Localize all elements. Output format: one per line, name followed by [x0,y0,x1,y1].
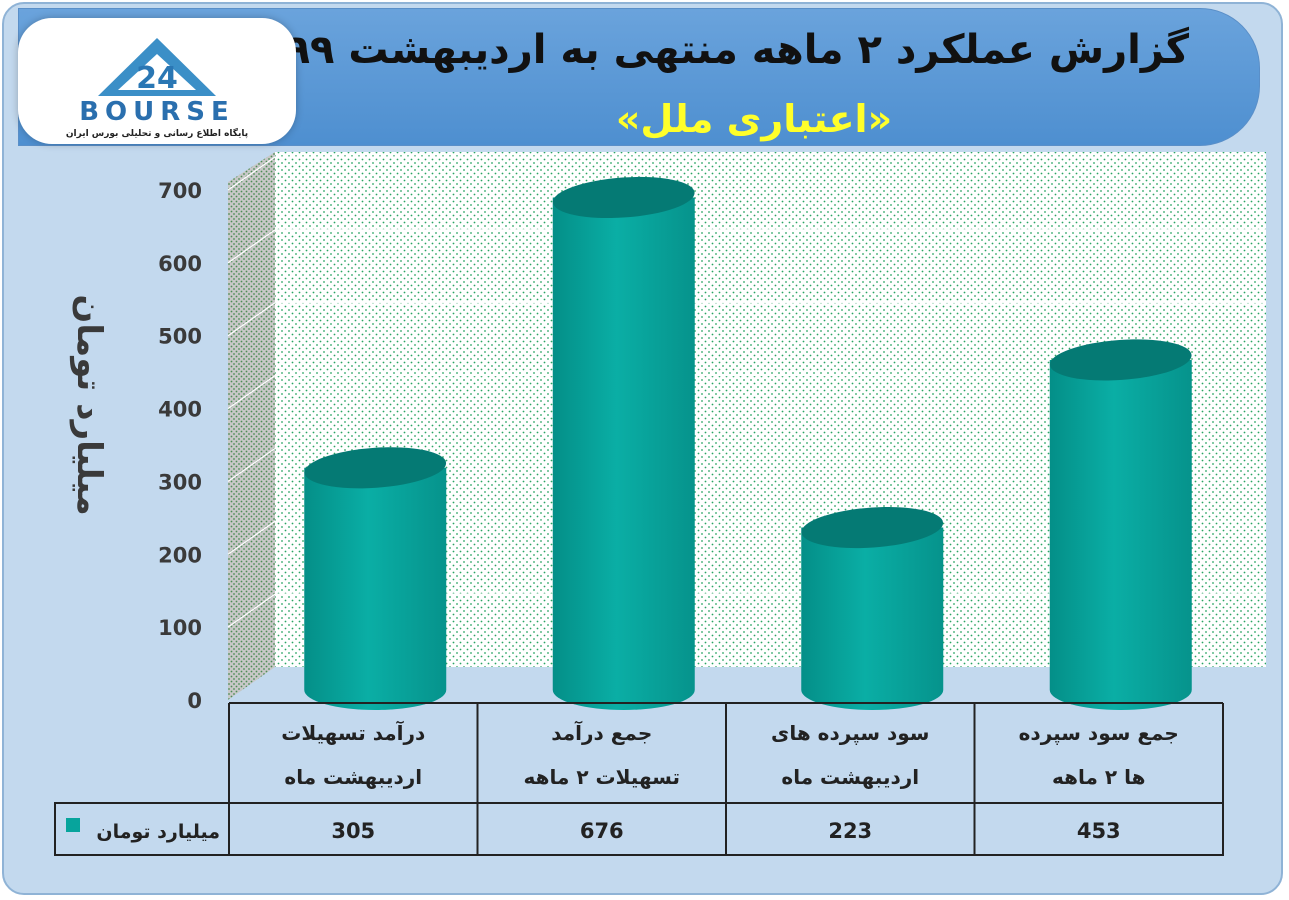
category-label: تسهیلات ۲ ماهه [523,765,680,789]
y-tick-label: 100 [158,616,202,640]
y-tick-label: 400 [158,398,202,422]
y-tick-label: 300 [158,470,202,494]
grid-line-side [227,156,276,191]
bar [552,176,695,710]
value-label: 453 [1077,819,1121,843]
category-label: سود سپرده های [771,721,929,746]
bar-body [1049,359,1192,710]
bars [304,176,1192,710]
y-tick-label: 700 [158,179,202,203]
value-label: 223 [828,819,872,843]
bar-top [552,176,695,219]
bar-top [801,506,944,549]
category-label: اردیبهشت ماه [284,765,422,789]
bar-body [552,197,695,710]
category-label: درآمد تسهیلات [281,720,425,745]
chart-title: گزارش عملکرد ۲ ماهه منتهی به اردیبهشت ۹۹ [285,27,1189,73]
legend-swatch [66,818,80,832]
bar-body [801,527,944,710]
y-tick-label: 0 [187,689,202,713]
bourse24-logo: 24 BOURSE پایگاه اطلاع رسانی و تحلیلی بو… [18,18,296,144]
chart-subtitle: «اعتباری ملل» [615,97,893,141]
bar-top [1049,339,1192,381]
logo-wordmark: BOURSE [79,97,235,127]
y-axis-label: میلیارد تومان [69,294,109,515]
data-table: درآمد تسهیلات اردیبهشت ماه جمع درآمد تسهیلا… [54,702,1224,856]
bar [1049,339,1192,710]
grid-line-side [227,229,276,264]
value-label: 676 [580,819,624,843]
y-tick-label: 600 [158,252,202,276]
bar [801,506,944,710]
grid-line-side [227,375,276,410]
logo-triangle-inner [118,54,196,90]
side-wall [228,152,275,700]
y-axis-ticks: 0 100 200 300 400 500 600 700 [158,179,202,713]
legend-label: میلیارد تومان [96,821,220,843]
category-label: ها ۲ ماهه [1052,765,1145,789]
logo-graphic: 24 BOURSE پایگاه اطلاع رسانی و تحلیلی بو… [66,38,248,139]
logo-tagline: پایگاه اطلاع رسانی و تحلیلی بورس ایران [66,127,248,139]
plot-side-wall [228,152,275,700]
grid-line-side [227,593,276,628]
bar-top [304,447,447,489]
y-tick-label: 200 [158,543,202,567]
grid-line-side [227,447,276,482]
grid-line-side [227,520,276,555]
value-label: 305 [331,819,375,843]
grid-line-side [227,302,276,337]
bar [304,447,447,710]
category-label: جمع درآمد [551,720,652,745]
y-tick-label: 500 [158,325,202,349]
table-border [54,802,1224,856]
category-label: جمع سود سپرده [1019,721,1179,746]
bar-body [304,467,447,710]
category-label: اردیبهشت ماه [781,765,919,789]
logo-number: 24 [136,61,178,96]
